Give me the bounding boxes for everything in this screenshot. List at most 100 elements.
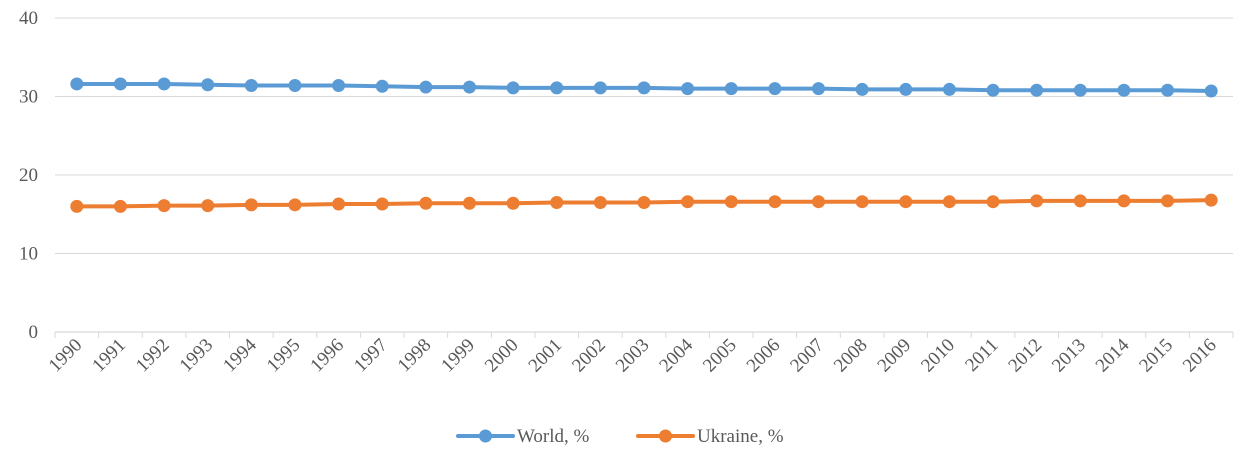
data-point: [855, 195, 869, 209]
x-tick-label: 2005: [699, 335, 741, 377]
data-point: [201, 78, 215, 92]
data-point: [1117, 194, 1131, 208]
legend-item: Ukraine, %: [636, 426, 784, 447]
data-point: [681, 82, 695, 96]
data-point: [375, 197, 389, 211]
gridlines: [55, 17, 1233, 254]
data-point: [768, 195, 782, 209]
data-point: [681, 195, 695, 209]
x-axis: [54, 331, 1234, 338]
x-tick-label: 2003: [612, 335, 654, 377]
x-tick-label: 1994: [219, 334, 261, 376]
data-point: [550, 81, 564, 95]
y-tick-label: 40: [19, 8, 38, 29]
x-tick-label: 1991: [88, 335, 130, 377]
data-point: [1073, 83, 1087, 97]
data-point: [506, 196, 520, 210]
data-point: [593, 81, 607, 95]
legend-swatch-marker: [659, 429, 672, 443]
data-point: [986, 195, 1000, 209]
data-point: [986, 83, 1000, 97]
x-tick-label: 1997: [350, 335, 392, 377]
legend-label: World, %: [517, 426, 590, 447]
data-point: [899, 82, 913, 96]
x-tick-label: 2000: [481, 335, 523, 377]
y-tick-label: 0: [29, 322, 39, 343]
data-point: [462, 196, 476, 210]
x-tick-label: 1993: [176, 335, 218, 377]
data-point: [942, 82, 956, 96]
data-point: [899, 195, 913, 209]
data-point: [157, 199, 171, 213]
data-point: [637, 81, 651, 95]
data-point: [157, 77, 171, 91]
y-tick-label: 30: [19, 87, 38, 108]
data-point: [724, 195, 738, 209]
x-tick-label: 2013: [1048, 335, 1090, 377]
data-point: [812, 82, 826, 96]
data-point: [1161, 194, 1175, 208]
data-point: [1204, 193, 1218, 207]
x-tick-label: 2015: [1135, 335, 1177, 377]
y-tick-label: 10: [19, 244, 38, 265]
x-axis-tick-labels: 1990 1991 1992 1993 1994 1995 1996 1997 1998 1999…: [45, 334, 1221, 376]
data-point: [332, 197, 346, 211]
legend-swatch-marker: [479, 429, 492, 443]
data-point: [201, 199, 215, 213]
legend: World, % Ukraine, %: [456, 426, 784, 447]
series-layer: [70, 77, 1218, 213]
x-tick-label: 1998: [394, 335, 436, 377]
data-point: [1161, 83, 1175, 97]
x-tick-label: 2012: [1004, 335, 1046, 377]
data-point: [1030, 194, 1044, 208]
data-point: [1117, 83, 1131, 97]
legend-label: Ukraine, %: [697, 426, 784, 447]
data-point: [855, 82, 869, 96]
x-tick-label: 1992: [132, 335, 174, 377]
data-point: [332, 79, 346, 93]
data-point: [768, 82, 782, 96]
x-tick-label: 2007: [786, 335, 828, 377]
x-tick-label: 1990: [45, 335, 87, 377]
data-point: [244, 79, 258, 93]
x-tick-label: 1995: [263, 335, 305, 377]
data-point: [812, 195, 826, 209]
data-point: [550, 195, 564, 209]
legend-item: World, %: [456, 426, 590, 447]
y-tick-label: 20: [19, 165, 38, 186]
series-1: [70, 193, 1218, 213]
data-point: [506, 81, 520, 95]
x-tick-label: 2001: [525, 335, 567, 377]
x-tick-label: 2009: [874, 335, 916, 377]
data-point: [1030, 83, 1044, 97]
data-point: [419, 80, 433, 94]
data-point: [288, 79, 302, 93]
data-point: [113, 199, 127, 213]
data-point: [1204, 84, 1218, 98]
x-tick-label: 1999: [437, 335, 479, 377]
x-tick-label: 2011: [961, 335, 1002, 376]
x-tick-label: 2016: [1179, 335, 1221, 377]
x-tick-label: 2006: [743, 335, 785, 377]
data-point: [637, 195, 651, 209]
data-point: [70, 77, 84, 91]
x-tick-label: 2002: [568, 335, 610, 377]
series-0: [70, 77, 1218, 98]
data-point: [942, 195, 956, 209]
x-tick-label: 1996: [306, 335, 348, 377]
data-point: [724, 82, 738, 96]
x-tick-label: 2008: [830, 335, 872, 377]
data-point: [70, 199, 84, 213]
data-point: [244, 198, 258, 212]
data-point: [419, 196, 433, 210]
x-tick-label: 2004: [655, 334, 697, 376]
data-point: [462, 80, 476, 94]
x-tick-label: 2010: [917, 335, 959, 377]
x-tick-label: 2014: [1092, 334, 1134, 376]
y-axis-tick-labels: 0 10 20 30 40: [19, 8, 38, 343]
data-point: [593, 195, 607, 209]
data-point: [288, 198, 302, 212]
data-point: [113, 77, 127, 91]
data-point: [1073, 194, 1087, 208]
